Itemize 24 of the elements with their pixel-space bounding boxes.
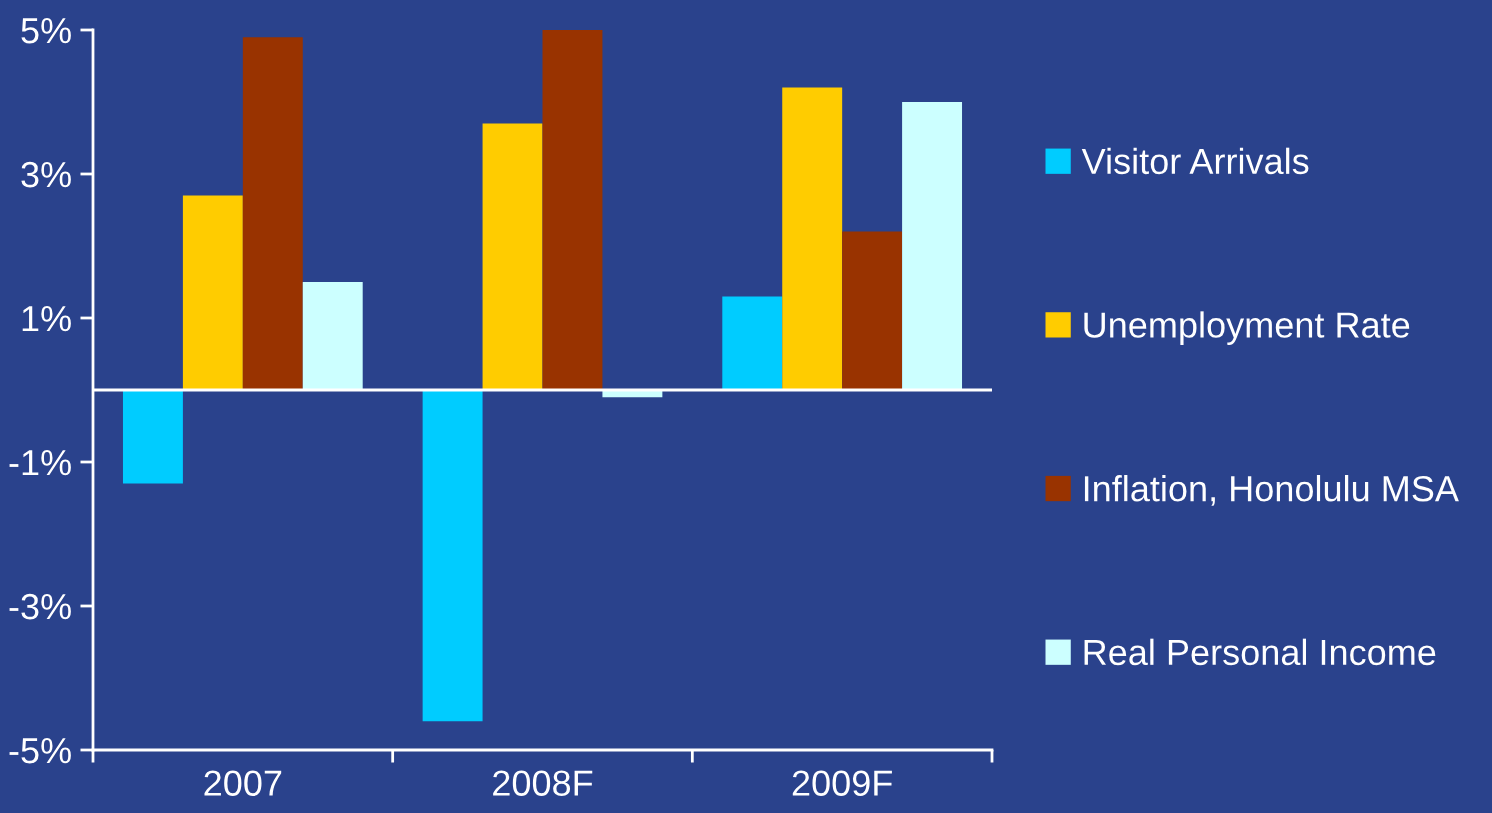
legend-label: Real Personal Income xyxy=(1084,638,1436,666)
bar xyxy=(422,390,483,722)
y-tick-label: -3% xyxy=(9,593,71,620)
x-tick-label: 2008F xyxy=(493,770,593,796)
x-tick-label: 2007 xyxy=(204,770,282,796)
legend-label: Visitor Arrivals xyxy=(1081,147,1309,175)
bar xyxy=(722,296,783,390)
bar xyxy=(842,231,903,390)
bar xyxy=(302,282,363,390)
legend-label: Inflation, Honolulu MSA xyxy=(1084,475,1459,506)
bar xyxy=(182,195,243,390)
bar xyxy=(482,123,543,390)
y-tick-label: 3% xyxy=(21,161,71,188)
y-tick-label: 5% xyxy=(21,18,71,44)
y-tick-label: 1% xyxy=(22,306,71,332)
bar xyxy=(902,102,963,390)
y-tick-label: -1% xyxy=(9,450,71,476)
bar xyxy=(782,87,843,390)
legend-label: Unemployment Rate xyxy=(1084,311,1410,345)
y-tick-label: -5% xyxy=(9,738,71,764)
bar xyxy=(122,390,183,484)
bar xyxy=(542,30,603,390)
x-tick-label: 2009F xyxy=(792,770,892,796)
bar xyxy=(242,37,303,390)
